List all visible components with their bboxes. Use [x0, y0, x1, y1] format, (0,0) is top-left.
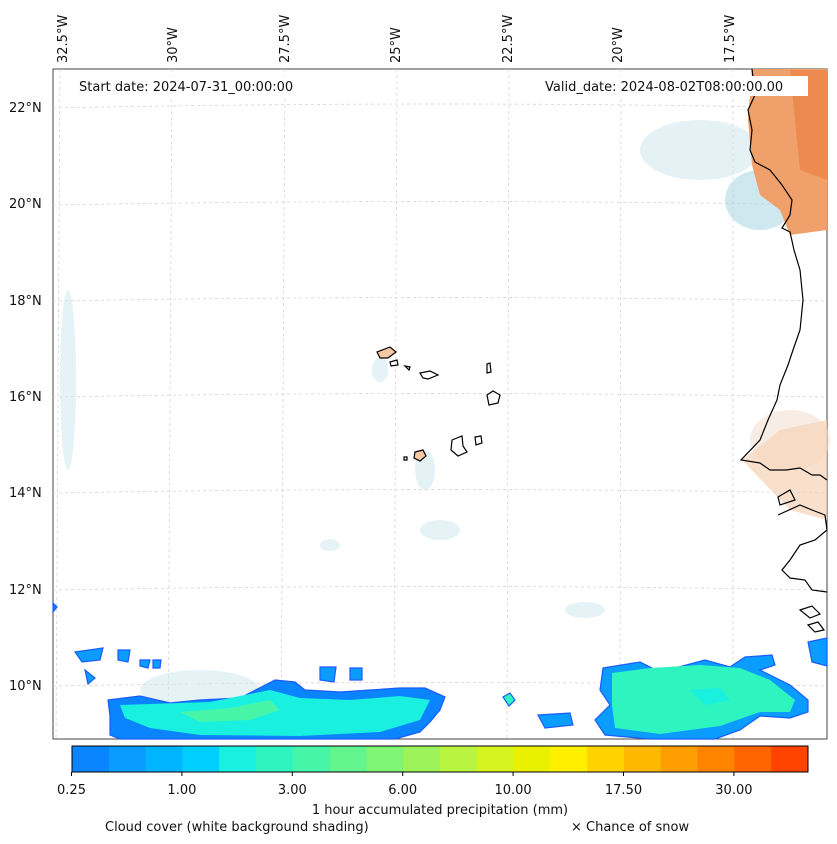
- lat-label: 12°N: [9, 583, 42, 598]
- lat-label: 18°N: [9, 294, 42, 309]
- cloud-cover-shading: [60, 120, 830, 710]
- colorbar-segment: [771, 746, 809, 772]
- colorbar-tick-label: 6.00: [388, 783, 417, 798]
- lon-label: 32.5°W: [56, 15, 71, 63]
- colorbar-ticks: 0.25 1.00 3.00 6.00 10.00 17.50 30.00: [57, 772, 753, 798]
- colorbar-segment: [145, 746, 183, 772]
- lon-label: 25°W: [389, 27, 404, 63]
- lon-label: 27.5°W: [278, 15, 293, 63]
- colorbar-tick-label: 30.00: [715, 783, 752, 798]
- colorbar-segment: [256, 746, 294, 772]
- map-frame: [52, 68, 828, 740]
- lon-label: 17.5°W: [723, 15, 738, 63]
- colorbar-segment: [219, 746, 257, 772]
- cloud-cover-legend: Cloud cover (white background shading): [105, 820, 369, 835]
- valid-date-box: [538, 76, 808, 96]
- colorbar-segment: [624, 746, 662, 772]
- lat-label: 16°N: [9, 390, 42, 405]
- colorbar-segment: [292, 746, 331, 772]
- colorbar-segment: [182, 746, 220, 772]
- colorbar-segment: [476, 746, 515, 772]
- lon-label: 30°W: [166, 27, 181, 63]
- colorbar-segment: [587, 746, 625, 772]
- start-date-box: [71, 76, 321, 96]
- colorbar-outline: [71, 745, 809, 773]
- colorbar-segment: [550, 746, 588, 772]
- colorbar-segment: [403, 746, 441, 772]
- colorbar-segment: [329, 746, 367, 772]
- colorbar-segment: [697, 746, 735, 772]
- lat-label: 20°N: [9, 197, 42, 212]
- lat-label: 22°N: [9, 101, 42, 116]
- lon-label: 22.5°W: [501, 15, 516, 63]
- colorbar-segment: [513, 746, 551, 772]
- colorbar: [72, 746, 809, 772]
- longitude-labels: 32.5°W 30°W 27.5°W 25°W 22.5°W 20°W 17.5…: [56, 15, 738, 63]
- precipitation-areas: [52, 601, 828, 740]
- cape-verde-islands: [376, 346, 501, 462]
- lat-label: 10°N: [9, 679, 42, 694]
- colorbar-tick-label: 3.00: [278, 783, 307, 798]
- colorbar-segment: [72, 746, 110, 772]
- colorbar-tick-label: 10.00: [494, 783, 531, 798]
- snow-legend: × Chance of snow: [571, 820, 689, 835]
- latitude-labels: 22°N 20°N 18°N 16°N 14°N 12°N 10°N: [9, 101, 42, 694]
- colorbar-label: 1 hour accumulated precipitation (mm): [312, 803, 568, 818]
- colorbar-segment: [440, 746, 478, 772]
- lat-label: 14°N: [9, 486, 42, 501]
- colorbar-segment: [660, 746, 699, 772]
- colorbar-segment: [108, 746, 147, 772]
- start-date-text: Start date: 2024-07-31_00:00:00: [79, 80, 293, 95]
- colorbar-tick-label: 1.00: [167, 783, 196, 798]
- colorbar-tick-label: 17.50: [605, 783, 642, 798]
- lon-label: 20°W: [611, 27, 626, 63]
- colorbar-segment: [366, 746, 404, 772]
- valid-date-text: Valid_date: 2024-08-02T08:00:00.00: [545, 80, 783, 95]
- coastline: [739, 68, 828, 633]
- colorbar-segment: [734, 746, 772, 772]
- colorbar-tick-label: 0.25: [57, 783, 86, 798]
